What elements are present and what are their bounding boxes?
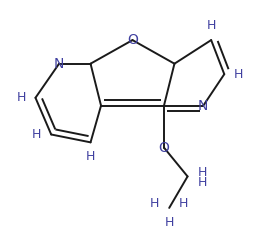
Text: H: H <box>150 197 160 211</box>
Text: N: N <box>198 99 209 113</box>
Text: O: O <box>127 33 138 47</box>
Text: N: N <box>54 57 64 71</box>
Text: H: H <box>197 166 207 179</box>
Text: H: H <box>165 216 174 229</box>
Text: H: H <box>197 177 207 189</box>
Text: O: O <box>158 141 169 155</box>
Text: H: H <box>234 68 243 81</box>
Text: H: H <box>206 19 216 32</box>
Text: H: H <box>16 91 26 104</box>
Text: H: H <box>32 128 42 141</box>
Text: H: H <box>179 197 188 211</box>
Text: H: H <box>86 150 95 163</box>
